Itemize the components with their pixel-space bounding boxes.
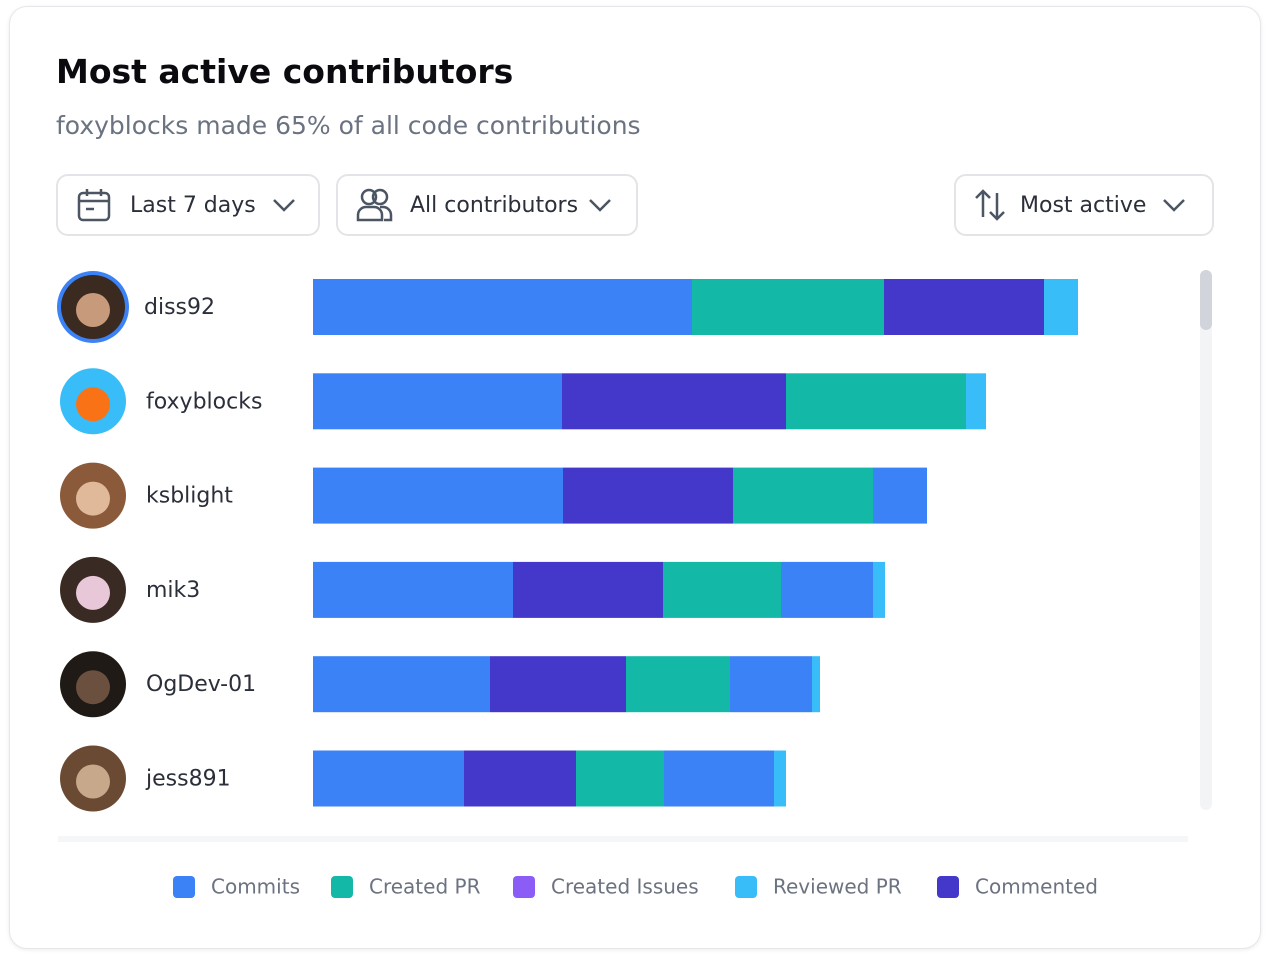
contributor-name: mik3 bbox=[146, 578, 200, 603]
chevron bbox=[1163, 199, 1186, 212]
bar-segment bbox=[812, 656, 820, 713]
bar-segment bbox=[873, 561, 885, 618]
legend-swatch bbox=[735, 876, 757, 898]
legend-label: Reviewed PR bbox=[773, 875, 902, 899]
users-icon bbox=[356, 188, 393, 222]
bar-segment bbox=[313, 467, 563, 524]
bar-segment bbox=[626, 656, 730, 713]
avatar-face bbox=[76, 575, 110, 610]
bar-segment bbox=[313, 279, 692, 335]
avatar-face bbox=[76, 764, 110, 799]
legend-swatch bbox=[173, 876, 195, 898]
contributor-name: ksblight bbox=[146, 484, 233, 509]
scroll-thumb[interactable] bbox=[1200, 270, 1212, 330]
legend-label: Created Issues bbox=[551, 875, 699, 899]
bar-segment bbox=[966, 373, 986, 430]
calendar-icon bbox=[77, 189, 111, 222]
bar-segment bbox=[733, 467, 873, 524]
bar-segment bbox=[313, 561, 513, 618]
bar-segment bbox=[562, 373, 786, 430]
date-label: Last 7 days bbox=[130, 192, 256, 218]
bar-segment bbox=[663, 561, 781, 618]
contributor-name: OgDev-01 bbox=[146, 672, 256, 697]
bar-segment bbox=[313, 373, 562, 430]
bar-segment bbox=[786, 373, 966, 430]
bar-segment bbox=[464, 750, 576, 807]
bar-segment bbox=[563, 467, 733, 524]
bar-segment bbox=[513, 561, 663, 618]
contributor-name: foxyblocks bbox=[146, 389, 262, 414]
avatar-face bbox=[76, 670, 110, 705]
date-dropdown[interactable]: Last 7 days bbox=[56, 174, 320, 236]
bar-segment bbox=[313, 656, 490, 713]
legend-label: Commits bbox=[211, 875, 300, 899]
sort-label: Most active bbox=[1020, 192, 1147, 218]
bar-segment bbox=[730, 656, 812, 713]
divider bbox=[58, 836, 1188, 842]
subtitle: foxyblocks made 65% of all code contribu… bbox=[56, 111, 641, 140]
contributor-name: jess891 bbox=[145, 767, 231, 792]
contributor-name: diss92 bbox=[144, 295, 215, 320]
legend-label: Created PR bbox=[369, 875, 481, 899]
bar-segment bbox=[1044, 279, 1078, 335]
legend-label: Commented bbox=[975, 875, 1098, 899]
sort-icon bbox=[975, 189, 1005, 221]
title: Most active contributors bbox=[56, 52, 514, 91]
bar-segment bbox=[692, 279, 884, 335]
legend-swatch bbox=[937, 876, 959, 898]
bar-segment bbox=[490, 656, 626, 713]
avatar-face bbox=[76, 387, 110, 422]
scroll-track bbox=[1200, 270, 1212, 810]
chevron bbox=[589, 199, 611, 212]
avatar-face bbox=[76, 293, 110, 327]
sort-dropdown[interactable]: Most active bbox=[954, 174, 1214, 236]
avatar-face bbox=[76, 481, 110, 516]
bar-segment bbox=[664, 750, 774, 807]
contributors-label: All contributors bbox=[410, 192, 579, 218]
contributors-dropdown[interactable]: All contributors bbox=[336, 174, 638, 236]
legend-swatch bbox=[331, 876, 353, 898]
bar-segment bbox=[313, 750, 464, 807]
legend-swatch bbox=[513, 876, 535, 898]
bar-segment bbox=[884, 279, 1044, 335]
bar-segment bbox=[873, 467, 927, 524]
chevron bbox=[272, 199, 295, 212]
bar-segment bbox=[576, 750, 664, 807]
bar-segment bbox=[781, 561, 873, 618]
bar-segment bbox=[774, 750, 786, 807]
